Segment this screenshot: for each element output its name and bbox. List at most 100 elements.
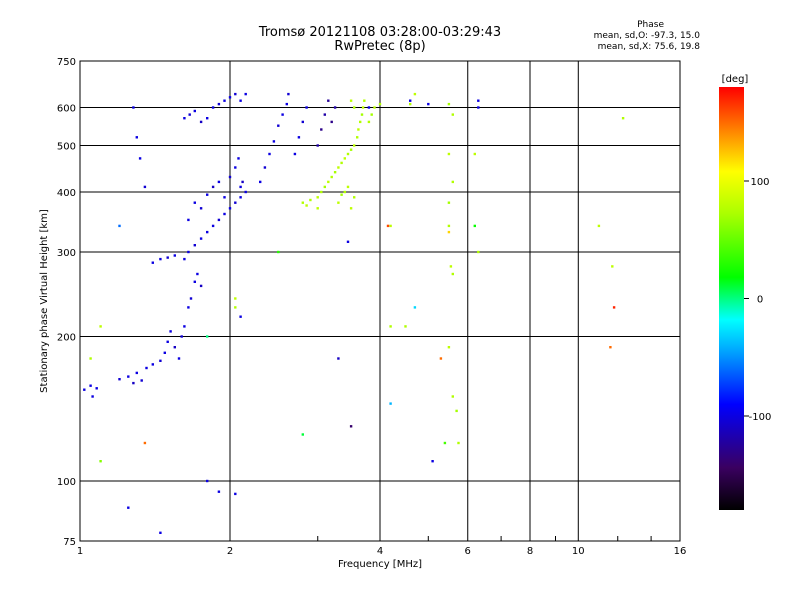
data-point-X [370, 113, 373, 116]
y-tick-label: 100 [57, 477, 76, 488]
data-point-O [244, 92, 247, 96]
data-point-O [239, 99, 242, 102]
data-point-other [612, 306, 616, 309]
data-point-O [151, 363, 154, 366]
data-point-O [206, 117, 209, 120]
data-point-other [143, 441, 147, 445]
x-tick-label: 4 [377, 546, 383, 557]
y-axis-ticks: 75 100 200 300 400 500 600 750 [57, 57, 76, 548]
data-point-X [349, 148, 353, 151]
data-point-O [281, 113, 284, 116]
data-point-X [378, 102, 382, 106]
data-point-X [621, 117, 625, 120]
data-point-X [316, 196, 319, 199]
y-tick-label: 500 [57, 142, 76, 153]
x-axis-ticks: 1 2 4 6 8 10 16 [77, 536, 686, 557]
data-point-O [151, 261, 154, 264]
data-point-X [473, 152, 476, 156]
phase-stats-o: mean, sd,O: -97.3, 15.0 [593, 31, 700, 41]
data-point-O [223, 99, 226, 102]
data-point-X [389, 224, 392, 228]
data-point-other [386, 224, 390, 228]
data-point-X [301, 201, 304, 204]
data-point-O [183, 117, 186, 120]
data-point-O [159, 531, 162, 534]
data-point-X [89, 357, 92, 360]
data-point-X [389, 325, 392, 328]
data-point-O [263, 166, 267, 169]
colorbar-tick-label: -100 [749, 412, 772, 423]
data-point-O [337, 357, 340, 360]
data-point-O [427, 102, 430, 106]
data-point-O [183, 257, 186, 261]
data-point-O [135, 136, 138, 139]
data-point-O [237, 157, 240, 160]
data-point-X [477, 250, 480, 254]
data-point-X [447, 152, 451, 156]
data-point-O [118, 378, 121, 381]
data-point-O [159, 359, 162, 362]
data-point-X [234, 297, 237, 300]
data-point-X [451, 395, 454, 398]
data-point-O [206, 230, 209, 234]
data-point-other [206, 335, 209, 338]
data-point-O [259, 180, 262, 184]
data-point-O [163, 351, 166, 354]
data-point-other [349, 425, 353, 428]
data-point-X [323, 185, 326, 189]
data-point-X [597, 224, 601, 228]
data-point-O [132, 381, 135, 385]
data-point-X [343, 190, 346, 194]
data-point-O [173, 346, 176, 349]
data-point-other [447, 230, 451, 234]
data-point-O [159, 257, 162, 261]
data-point-O [91, 395, 94, 398]
data-point-O [89, 384, 92, 387]
data-point-O [132, 106, 135, 109]
x-tick-label: 6 [465, 546, 471, 557]
data-point-X [404, 325, 407, 328]
data-point-other [118, 224, 121, 228]
data-point-X [611, 265, 614, 268]
phase-stats-x: mean, sd,X: 75.6, 19.8 [597, 42, 700, 52]
data-point-O [223, 212, 226, 216]
data-point-O [127, 506, 130, 509]
data-point-O [177, 357, 181, 360]
data-point-other [389, 402, 392, 405]
data-point-O [367, 106, 371, 109]
colorbar-tick-label: 0 [757, 295, 763, 306]
data-point-X [353, 144, 356, 147]
data-point-X [356, 136, 359, 139]
data-point-O [239, 185, 242, 189]
data-point-O [234, 492, 237, 496]
data-point-X [451, 272, 454, 276]
data-point-X [457, 441, 460, 445]
data-point-O [234, 201, 237, 204]
data-point-O [301, 120, 304, 124]
data-point-X [349, 207, 353, 210]
data-point-other [473, 224, 476, 228]
x-tick-label: 10 [572, 546, 585, 557]
data-point-O [285, 102, 288, 106]
data-point-O [320, 128, 323, 131]
data-point-O [305, 106, 308, 109]
data-point-X [409, 102, 412, 106]
data-point-O [330, 120, 333, 124]
colorbar [719, 87, 744, 510]
data-point-O [143, 185, 147, 189]
data-point-X [363, 99, 366, 102]
data-point-O [173, 254, 176, 257]
y-tick-label: 200 [57, 333, 76, 344]
data-point-X [447, 346, 451, 349]
data-point-O [293, 152, 297, 156]
colorbar-tick-label: 100 [750, 177, 769, 188]
y-tick-label: 300 [57, 248, 76, 259]
chart-subtitle: RwPretec (8p) [334, 39, 426, 54]
x-tick-label: 1 [77, 546, 83, 557]
data-point-O [199, 284, 203, 288]
x-axis-label: Frequency [MHz] [338, 559, 422, 570]
data-point-O [477, 106, 480, 109]
data-point-O [287, 92, 290, 96]
data-point-O [228, 175, 232, 179]
data-point-O [316, 144, 319, 147]
